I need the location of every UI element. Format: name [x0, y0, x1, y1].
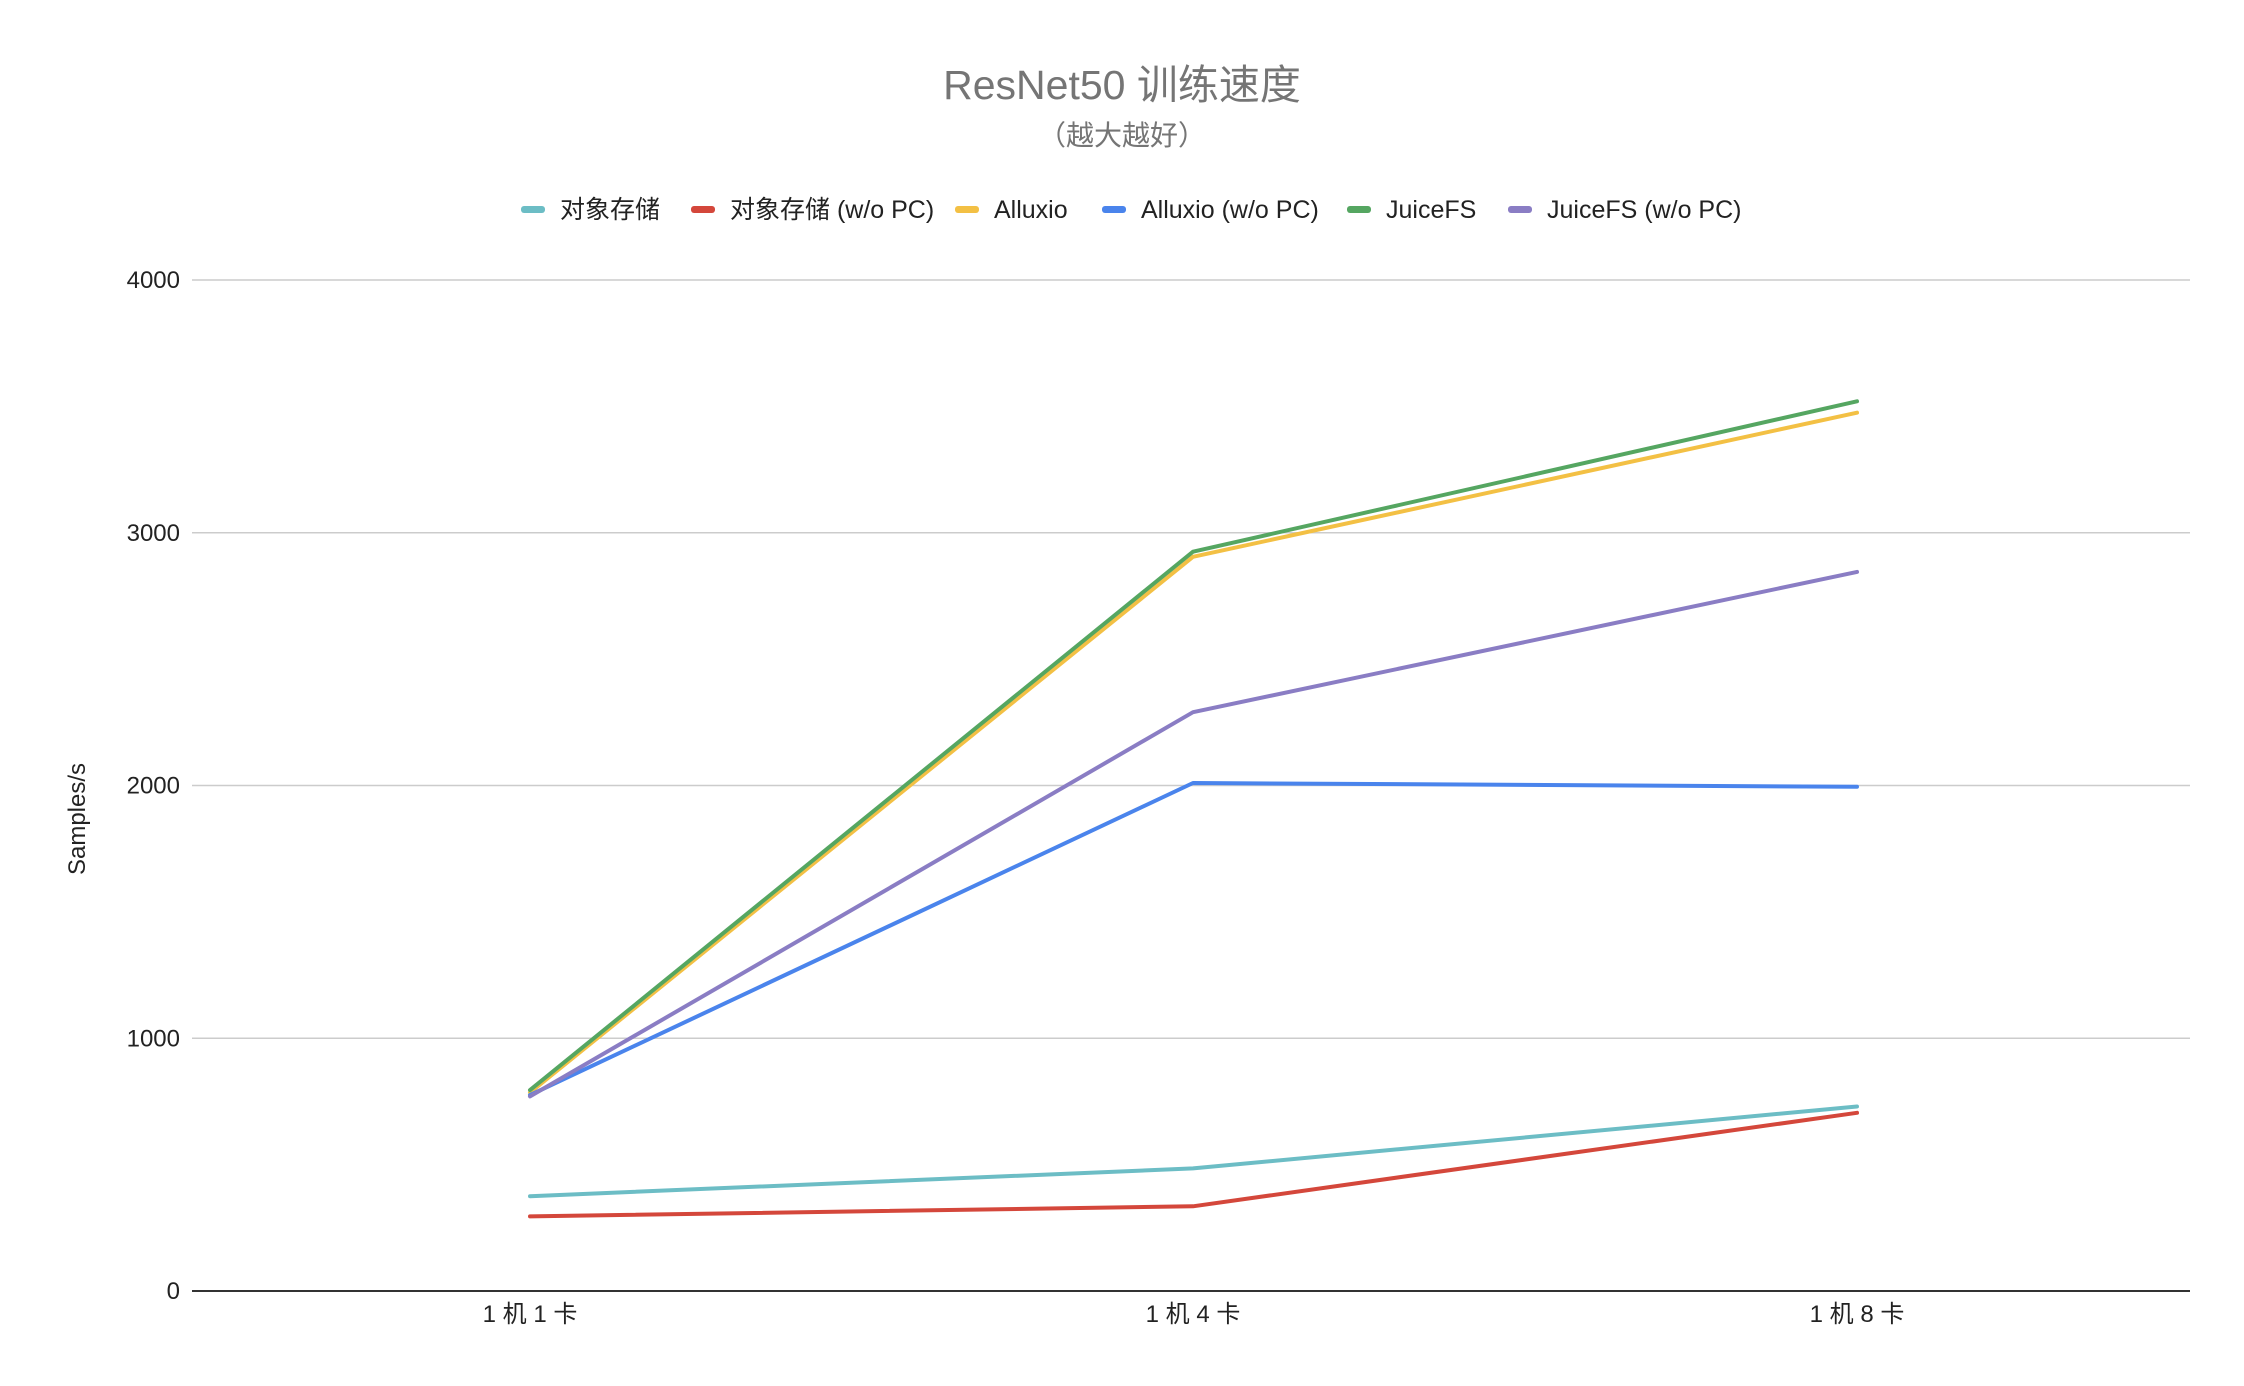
legend-label: JuiceFS — [1386, 196, 1476, 224]
legend-swatch — [955, 206, 979, 213]
y-axis-label: Samples/s — [64, 763, 91, 875]
series-line-2 — [528, 410, 1859, 1095]
chart-subtitle: （越大越好） — [1038, 120, 1206, 151]
series-line-5 — [528, 569, 1859, 1099]
legend-swatch — [1508, 206, 1532, 213]
legend-label: Alluxio (w/o PC) — [1141, 196, 1319, 224]
series-line-0 — [528, 1104, 1859, 1199]
legend-label: JuiceFS (w/o PC) — [1547, 196, 1741, 224]
y-tick-label: 1000 — [127, 1025, 180, 1052]
gridlines — [192, 279, 2190, 1039]
y-tick-label: 0 — [167, 1278, 180, 1305]
x-tick-label: 1 机 8 卡 — [1810, 1301, 1905, 1328]
legend-swatch — [1102, 206, 1126, 213]
x-tick-label: 1 机 4 卡 — [1146, 1301, 1241, 1328]
legend: 对象存储 对象存储 (w/o PC) Alluxio Alluxio (w/o PC)… — [521, 196, 1741, 224]
chart-title: ResNet50 训练速度 — [943, 62, 1301, 108]
legend-swatch — [521, 206, 545, 213]
series-line-4 — [528, 399, 1859, 1093]
chart-text: ResNet50 训练速度 （越大越好） Samples/s 0 1000 2000… — [64, 62, 1904, 1328]
legend-label: Alluxio — [994, 196, 1068, 224]
y-tick-label: 3000 — [127, 520, 180, 547]
y-tick-label: 2000 — [127, 773, 180, 800]
x-tick-label: 1 机 1 卡 — [483, 1301, 578, 1328]
series-lines — [528, 399, 1859, 1219]
legend-swatch — [1347, 206, 1371, 213]
legend-swatch — [691, 206, 715, 213]
series-line-3 — [528, 781, 1859, 1098]
series-line-1 — [528, 1110, 1859, 1219]
legend-label: 对象存储 — [560, 196, 660, 224]
y-tick-label: 4000 — [127, 267, 180, 294]
legend-label: 对象存储 (w/o PC) — [730, 196, 934, 224]
